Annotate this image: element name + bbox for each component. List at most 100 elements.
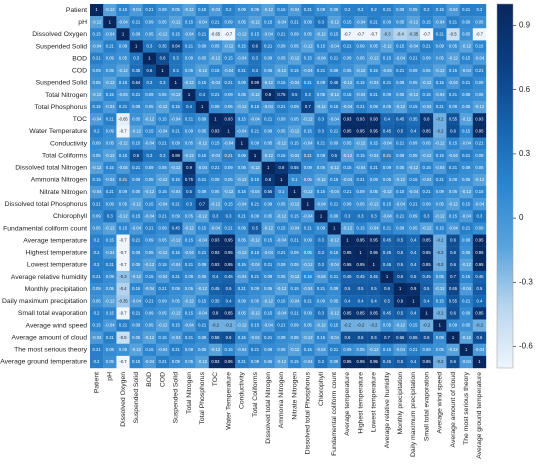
heatmap-cell [367,52,381,65]
heatmap-cell [274,76,289,90]
heatmap-cell [248,113,262,126]
cell-label: -0.2 [436,311,444,316]
cell-label: 0.6 [450,250,456,255]
cell-label: 0.55 [291,165,300,170]
heatmap-cell [182,64,196,77]
cell-label: -0.04 [316,347,326,352]
heatmap-cell [314,76,328,90]
cell-label: 0.09 [462,238,471,243]
heatmap-cell [420,113,434,126]
heatmap-cell [354,307,368,320]
cell-label: 0.09 [370,177,379,182]
cell-label: 0.15 [225,201,234,206]
heatmap-cell [446,137,460,150]
cell-label: 0.15 [264,311,273,316]
cell-label: 0.35 [211,298,220,303]
cell-label: 0.09 [93,68,102,73]
heatmap-cell [103,283,117,296]
heatmap-cell [208,319,223,332]
heatmap-cell [380,28,394,41]
heatmap-cell [367,113,381,126]
heatmap-cell [327,101,341,114]
heatmap-cell [195,307,209,320]
heatmap-cell [393,283,407,296]
heatmap-cell [116,40,130,53]
cell-label: 0.93 [225,116,234,121]
heatmap-cell [433,52,447,65]
cell-label: 0.6 [450,238,456,243]
heatmap-cell [116,331,130,344]
heatmap-cell [314,113,328,126]
cell-label: -0.04 [303,286,313,291]
cell-label: 0.21 [383,226,392,231]
cell-label: 0.21 [93,201,102,206]
cell-label: 0.09 [225,92,234,97]
cell-label: 0.21 [159,359,168,364]
cell-label: -0.04 [461,359,471,364]
cell-label: 0.09 [423,56,432,61]
cell-label: 0.3 [186,201,192,206]
cell-label: -0.12 [197,359,207,364]
heatmap-cell [288,258,302,272]
heatmap-cell [433,4,447,17]
heatmap-cell [340,16,355,29]
cell-label: -0.7 [119,359,127,364]
heatmap-cell [354,113,368,126]
cell-label: -0.12 [343,80,353,85]
cell-label: -0.12 [197,286,207,291]
cell-label: -0.04 [197,311,207,316]
cell-label: -0.12 [250,92,260,97]
heatmap-cell [103,40,117,53]
cell-label: -0.12 [303,262,313,267]
cell-label: 0.6 [344,335,350,340]
heatmap-cell [288,88,302,102]
heatmap-cell [327,307,341,320]
heatmap-cell [90,210,104,223]
cell-label: 0.09 [185,347,194,352]
cell-label: 0.15 [238,189,247,194]
cell-label: -0.12 [92,19,102,24]
cell-label: 0.15 [304,129,313,134]
heatmap-cell [156,52,170,65]
cell-label: 0.15 [159,116,168,121]
x-tick-label: Small total evaporation [423,372,430,441]
heatmap-cell [156,76,170,90]
cell-label: -0.12 [382,44,392,49]
cell-label: 0.5 [186,189,192,194]
cell-label: 0.09 [475,226,484,231]
cell-label: 0.21 [291,311,300,316]
cell-label: 0.05 [251,7,260,12]
heatmap-cell [472,137,487,150]
cell-label: -0.04 [263,104,273,109]
cell-label: 0.09 [172,286,181,291]
cell-label: 0.09 [317,226,326,231]
cell-label: 0.7 [305,104,311,109]
heatmap-cell [393,40,407,53]
cell-label: 0.3 [173,68,179,73]
heatmap-cell [156,149,170,162]
cell-label: 0.4 [371,298,377,303]
heatmap-cell [327,28,341,41]
cell-label: 0.21 [357,104,366,109]
cell-label: 0.15 [449,213,458,218]
heatmap-cell [459,52,473,65]
heatmap-cell [274,343,289,357]
heatmap-cell [472,246,487,259]
cell-label: 0.15 [132,213,141,218]
cell-label: -0.12 [343,153,353,158]
heatmap-cell [314,161,328,175]
cell-label: 0.7 [384,335,390,340]
cell-label: -0.2 [436,262,444,267]
cell-label: 0.15 [409,323,418,328]
heatmap-cell [288,76,302,90]
heatmap-cell [420,295,434,308]
cell-label: -0.12 [448,56,458,61]
heatmap-cell [288,246,302,259]
cell-label: 0.5 [424,286,430,291]
cell-label: 0.09 [291,31,300,36]
cell-label: 0.09 [409,68,418,73]
cell-label: -0.12 [250,311,260,316]
heatmap-cell [301,210,315,223]
cell-label: 0.05 [198,347,207,352]
